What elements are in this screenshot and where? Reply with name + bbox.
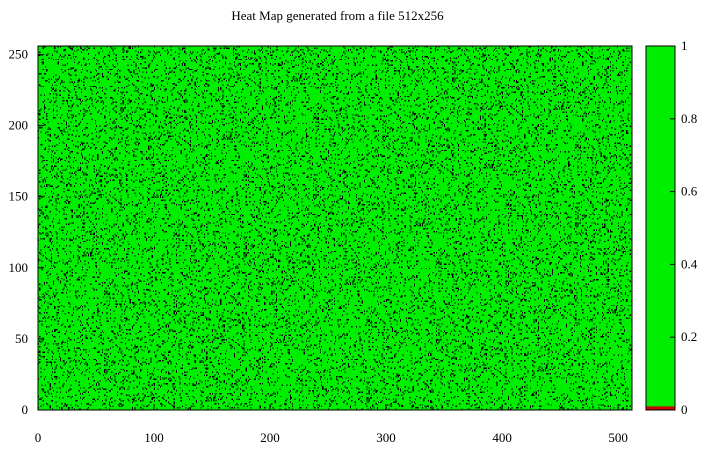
- x-tick-label: 400: [492, 430, 512, 445]
- y-tick-label: 0: [22, 402, 29, 417]
- colorbar-tick-label: 0.2: [681, 329, 697, 344]
- colorbar-tick-label: 0: [681, 402, 688, 417]
- colorbar-tick-label: 0.8: [681, 111, 697, 126]
- plot-border: [37, 45, 633, 411]
- colorbar-gradient: [645, 45, 676, 411]
- heatmap-cells: [38, 46, 632, 410]
- y-tick-label: 250: [9, 47, 29, 62]
- colorbar: 0 0.2 0.4 0.6 0.8 1: [645, 38, 698, 417]
- y-tick-label: 100: [9, 260, 29, 275]
- x-tick-label: 200: [260, 430, 280, 445]
- x-axis: 0 100 200 300 400 500: [35, 404, 628, 445]
- chart-title: Heat Map generated from a file 512x256: [231, 8, 444, 23]
- x-tick-label: 100: [144, 430, 164, 445]
- colorbar-tick-label: 0.6: [681, 184, 698, 199]
- y-tick-label: 50: [15, 331, 28, 346]
- y-tick-label: 200: [9, 118, 29, 133]
- colorbar-tick-label: 0.4: [681, 256, 698, 271]
- x-tick-label: 500: [608, 430, 628, 445]
- x-tick-label: 300: [376, 430, 396, 445]
- colorbar-tick-label: 1: [681, 38, 688, 53]
- plot-area: [37, 45, 633, 411]
- y-axis: 0 50 100 150 200 250: [9, 47, 44, 417]
- y-tick-label: 150: [9, 189, 29, 204]
- x-tick-label: 0: [35, 430, 42, 445]
